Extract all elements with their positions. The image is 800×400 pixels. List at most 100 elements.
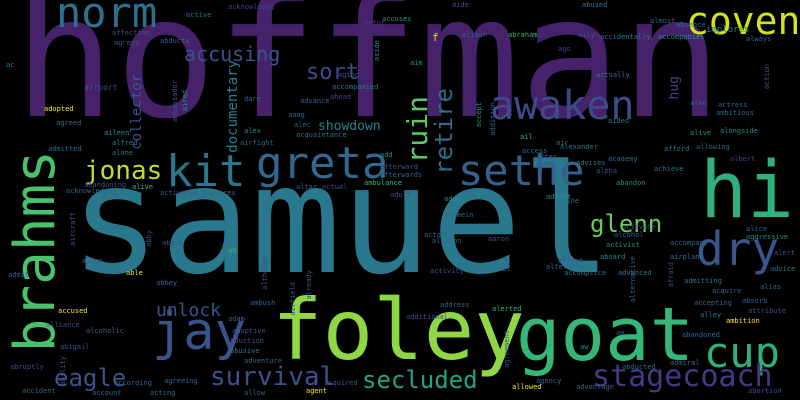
word-agreeing: agreeing — [164, 377, 198, 385]
word-abduction: abduction — [226, 337, 264, 345]
word-alec: alec — [294, 121, 311, 129]
word-glenn: glenn — [590, 210, 663, 238]
word-albert: albert — [730, 155, 756, 163]
word-academy: academy — [608, 155, 638, 163]
word-alive: alive — [132, 183, 154, 191]
word-aggressive: aggressive — [746, 233, 789, 241]
word-affection: affection — [112, 29, 150, 37]
word-aside: aside — [373, 40, 381, 62]
word-accuses: accuses — [382, 15, 412, 23]
word-admiral: admiral — [670, 359, 700, 367]
word-affect: affect — [558, 257, 584, 265]
word-act: act — [498, 265, 511, 273]
word-already: already — [305, 270, 313, 300]
word-abandoning: abandoning — [84, 181, 127, 189]
word-unlock: unlock — [156, 300, 222, 321]
word-abigail: abigail — [60, 343, 90, 351]
word-accompanies: accompanies — [658, 33, 705, 41]
word-stagecoach: stagecoach — [592, 359, 773, 394]
word-able: able — [126, 269, 143, 277]
word-ability: ability — [59, 356, 67, 386]
word-advantage: advantage — [576, 383, 614, 391]
word-samuel: samuel — [70, 134, 612, 308]
word-advance: advance — [300, 97, 330, 105]
word-afterwards: afterwards — [380, 171, 423, 179]
word-accepting: accepting — [694, 299, 732, 307]
word-admitting: admitting — [684, 277, 722, 285]
word-dry: dry — [696, 222, 780, 276]
word-am: am — [616, 329, 625, 337]
word-afford: afford — [664, 145, 690, 153]
word-action: action — [763, 64, 771, 90]
word-absorb: absorb — [742, 297, 768, 305]
word-jay: jay — [152, 302, 246, 362]
word-secluded: secluded — [362, 366, 478, 394]
word-activity: activity — [430, 267, 464, 275]
word-alias: alias — [760, 283, 782, 291]
word-ambulance: ambulance — [364, 179, 402, 187]
word-air: air — [556, 139, 569, 147]
word-abducted: abducted — [622, 363, 656, 371]
word-adoptive: adoptive — [232, 327, 266, 335]
word-activist: activist — [606, 241, 640, 249]
word-ail: ail — [520, 133, 533, 141]
word-aging: aging — [338, 71, 360, 79]
word-accident: accident — [22, 387, 56, 395]
word-abbey: abbey — [156, 279, 178, 287]
word-dare: dare — [244, 95, 261, 103]
word-adopt: adopt — [444, 195, 466, 203]
word-accept: accept — [475, 102, 483, 128]
word-add: add — [380, 151, 393, 159]
word-alive-top: alive — [690, 129, 712, 137]
word-active: active — [186, 11, 212, 19]
word-aline: aline — [558, 197, 580, 205]
word-accompany: accompany — [670, 239, 708, 247]
word-agency: agency — [536, 377, 562, 385]
word-acquires: acquires — [202, 189, 236, 197]
word-alcoholic: alcoholic — [86, 327, 124, 335]
word-agent: agent — [306, 387, 328, 395]
word-kit: kit — [166, 146, 246, 197]
word-afterward: afterward — [380, 163, 418, 171]
word-account: account — [92, 389, 122, 397]
word-allow: allow — [244, 389, 266, 397]
word-coven: coven — [686, 0, 800, 43]
word-adopted: adopted — [44, 105, 74, 113]
word-alison: alison — [462, 31, 488, 39]
word-always: always — [746, 35, 772, 43]
word-admit: admit — [8, 271, 30, 279]
word-ah: ah — [228, 247, 237, 255]
word-actor: actor — [424, 231, 446, 239]
word-advice: advice — [770, 265, 796, 273]
word-absence: absence — [676, 21, 706, 29]
word-abuse: abuse — [162, 239, 184, 247]
word-agreement: agreement — [503, 330, 511, 368]
word-awaken: awaken — [490, 83, 635, 129]
word-abusive: abusive — [230, 347, 260, 355]
word-abandon: abandon — [616, 179, 646, 187]
word-admitted: admitted — [48, 145, 82, 153]
word-according: according — [114, 379, 152, 387]
word-adult: adult — [390, 191, 412, 199]
word-also: also — [690, 99, 707, 107]
word-accomplice: accomplice — [564, 269, 607, 277]
word-accompanied: accompanied — [332, 83, 379, 91]
word-activates: activates — [160, 189, 198, 197]
word-alex: alex — [244, 127, 261, 135]
word-sort: sort — [306, 60, 359, 85]
word-acknowledge: acknowledge — [228, 3, 275, 11]
word-alcohol: alcohol — [614, 231, 644, 239]
word-alert: alert — [774, 249, 796, 257]
word-aboard: aboard — [600, 253, 626, 261]
word-altar: altar — [296, 183, 318, 191]
word-aide: aide — [452, 1, 469, 9]
word-actor-top: actor — [364, 19, 386, 27]
word-agreed: agreed — [56, 119, 82, 127]
word-although: although — [261, 256, 269, 290]
word-ambition: ambition — [726, 317, 760, 325]
word-abraham: abraham — [508, 31, 538, 39]
word-alpha: alpha — [596, 167, 618, 175]
word-agrees: agrees — [114, 39, 140, 47]
word-align: align — [82, 257, 104, 265]
